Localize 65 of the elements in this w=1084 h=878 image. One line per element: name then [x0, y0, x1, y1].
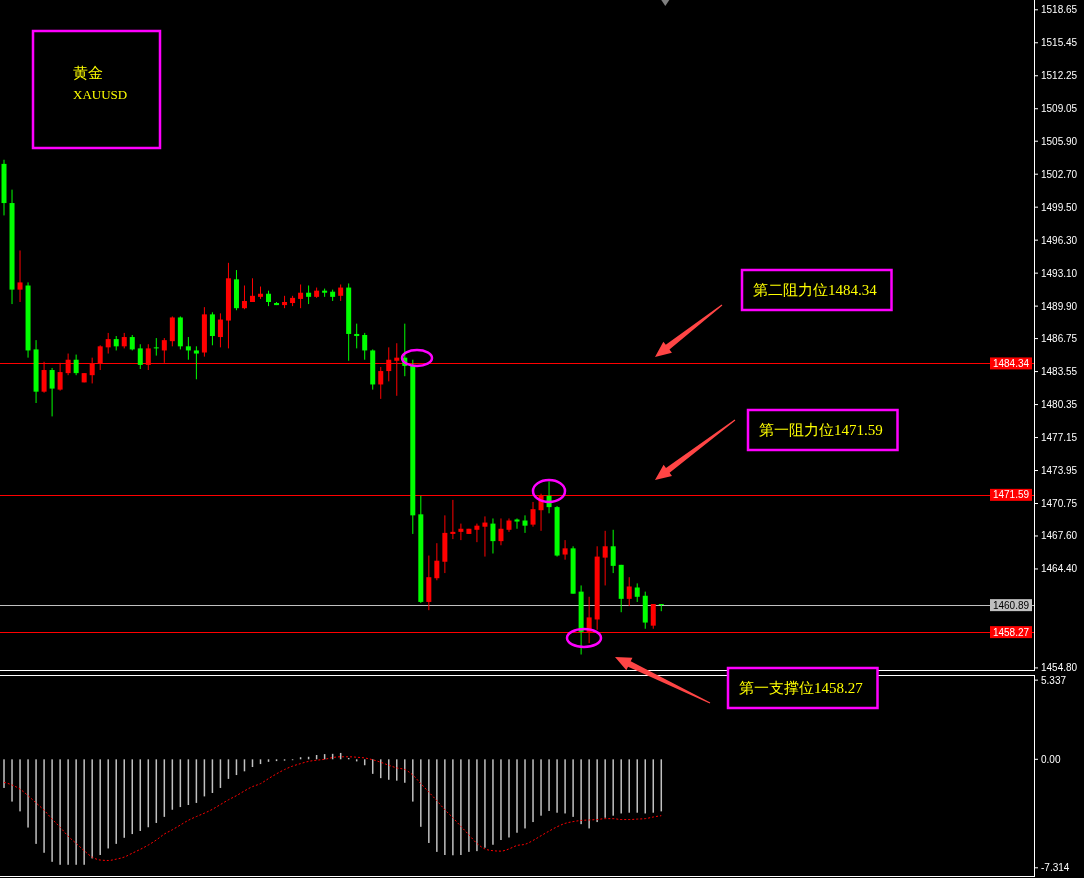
candlestick	[378, 366, 384, 400]
y-tick-label: 1486.75	[1041, 333, 1078, 345]
line-series	[3, 756, 662, 861]
candlestick	[490, 517, 496, 554]
y-tick-label: 1496.30	[1041, 234, 1078, 246]
candlestick	[153, 337, 159, 357]
candlestick	[49, 367, 55, 417]
candlestick	[650, 603, 656, 630]
candlestick	[626, 576, 632, 607]
candlestick	[362, 332, 368, 361]
candlestick	[185, 336, 191, 361]
annotation: 第一支撑位1458.27	[739, 680, 864, 696]
y-tick-label: 1489.90	[1041, 300, 1078, 312]
text: 黄金	[73, 65, 103, 81]
candlestick	[241, 285, 247, 310]
candlestick	[610, 529, 616, 574]
candlestick	[298, 283, 304, 309]
annotation: 第二阻力位1484.34	[753, 282, 878, 298]
y-tick-label: 1454.80	[1041, 662, 1078, 674]
candlestick	[169, 315, 175, 347]
candlestick	[193, 345, 199, 380]
annotation: 第一阻力位1471.59	[759, 422, 883, 438]
candlestick	[306, 285, 312, 305]
y-tick-label: 1502.70	[1041, 168, 1078, 180]
y-tick-label: 1473.95	[1041, 465, 1078, 477]
y-tick-label: 1509.05	[1041, 103, 1078, 115]
y-tick-label: 1480.35	[1041, 399, 1078, 411]
y-tick-label: 1505.90	[1041, 135, 1078, 147]
candlestick	[137, 343, 143, 370]
y-tick-label: 1499.50	[1041, 201, 1078, 213]
ref-line-label: 1484.34	[992, 357, 1030, 369]
candlestick	[530, 501, 536, 528]
y-tick-label: 1518.65	[1041, 4, 1078, 16]
candlestick	[482, 515, 488, 558]
y-tick-label: 1477.15	[1041, 432, 1078, 444]
y-tick-label: 1515.45	[1041, 37, 1078, 49]
y-tick-label: 1493.10	[1041, 267, 1078, 279]
y-tick-label: -7.314	[1041, 862, 1070, 874]
candlestick	[434, 542, 440, 581]
y-tick-label: 1467.60	[1041, 530, 1078, 542]
y-tick-label: 0.00	[1041, 753, 1061, 765]
candlestick	[217, 312, 223, 348]
candlestick	[105, 332, 111, 355]
y-tick-label: 5.337	[1041, 674, 1067, 686]
candlestick	[73, 354, 79, 376]
candlestick	[458, 523, 464, 541]
candlestick	[450, 499, 456, 540]
candlestick	[474, 523, 480, 543]
ref-line-label: 1460.89	[992, 599, 1030, 611]
y-tick-label: 1512.25	[1041, 70, 1078, 82]
ref-line-label: 1471.59	[992, 489, 1030, 501]
y-tick-label: 1470.75	[1041, 498, 1078, 510]
text: XAUUSD	[73, 87, 128, 102]
candlestick	[498, 517, 504, 546]
candlestick	[514, 517, 520, 530]
candlestick	[602, 530, 608, 586]
candlestick	[522, 514, 528, 534]
ref-line-label: 1458.27	[992, 626, 1030, 638]
y-tick-label: 1464.40	[1041, 563, 1078, 575]
candlestick	[634, 582, 640, 603]
candlestick	[17, 249, 23, 303]
candlestick	[209, 311, 215, 346]
candlestick	[562, 539, 568, 561]
y-tick-label: 1483.55	[1041, 366, 1078, 378]
candlestick	[354, 323, 360, 349]
